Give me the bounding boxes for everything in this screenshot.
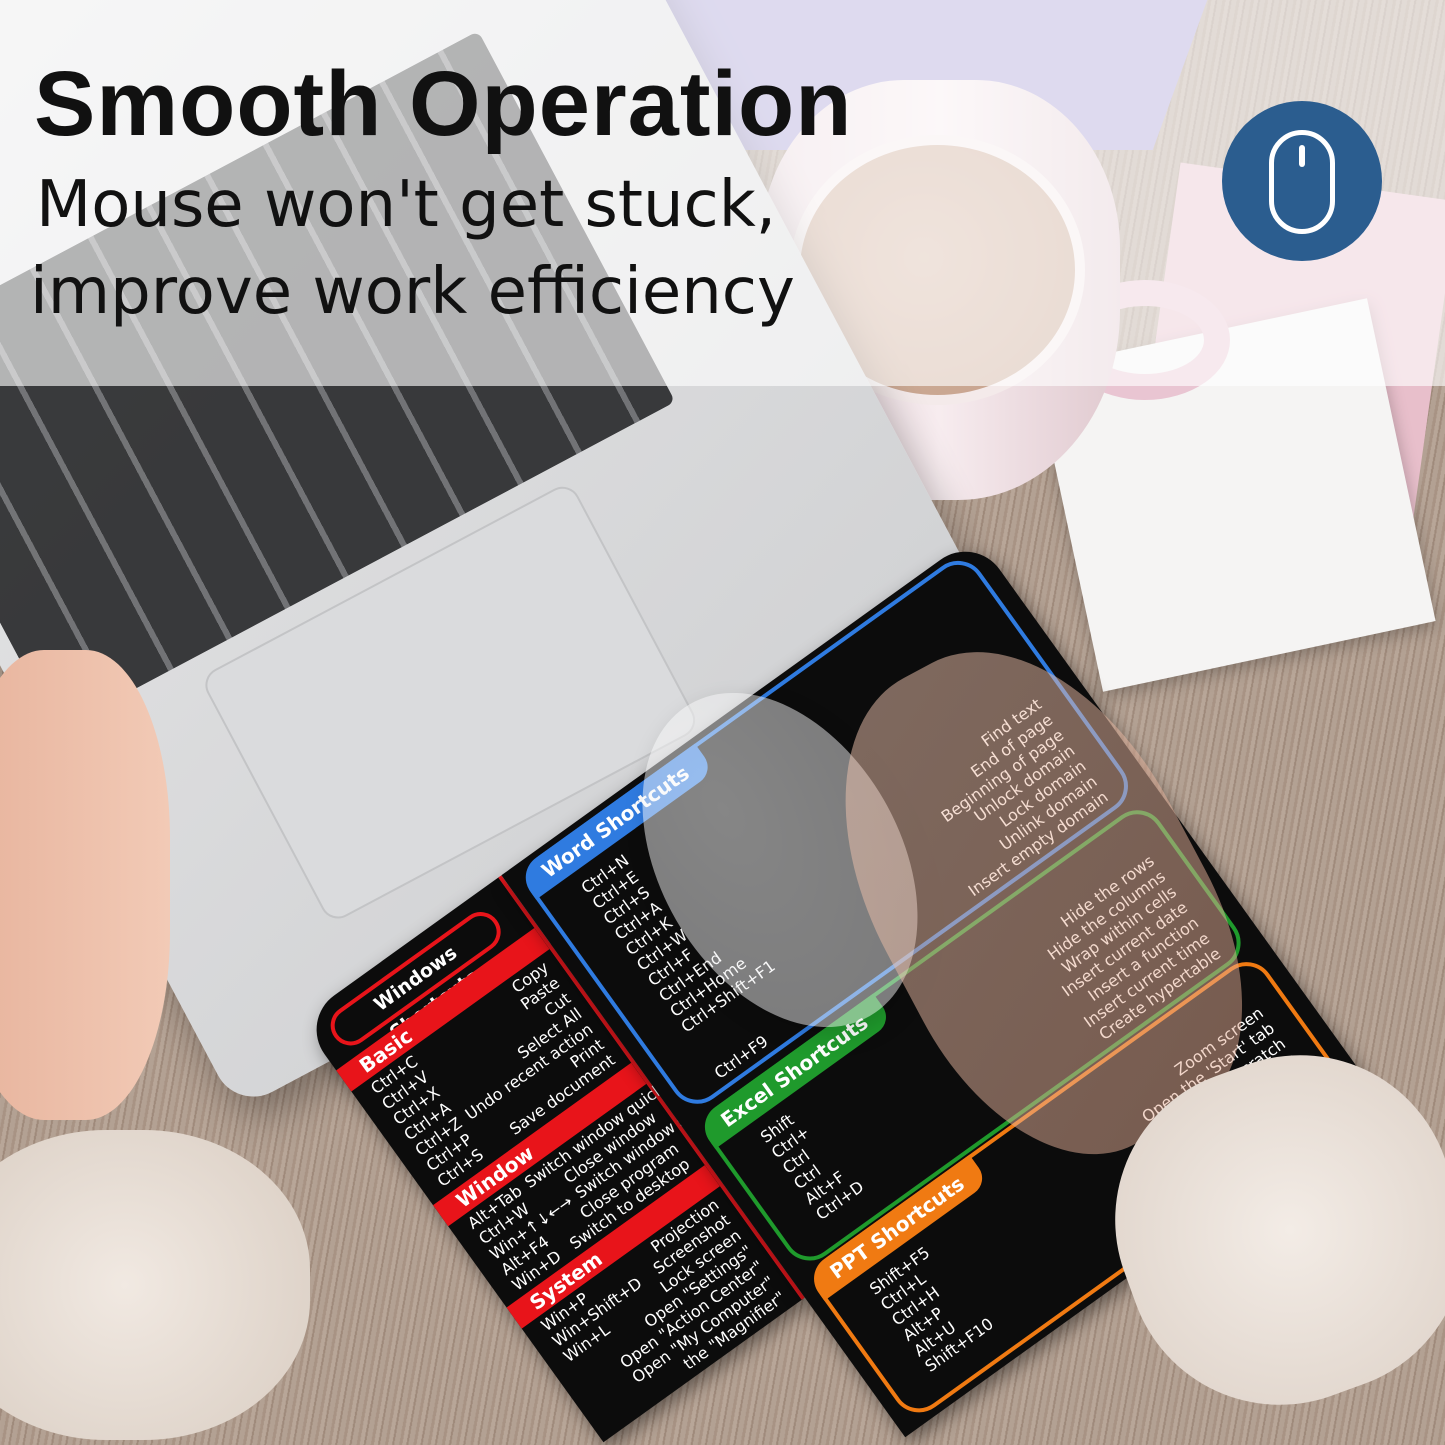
shortcut-key <box>700 1052 711 1067</box>
sweater-sleeve-left <box>0 1130 310 1440</box>
mouse-icon <box>1269 130 1335 234</box>
shortcut-action <box>967 602 978 617</box>
shortcut-action <box>1023 679 1034 694</box>
headline-line-2: improve work efficiency <box>30 255 795 329</box>
shortcut-action <box>990 633 1001 648</box>
headline-line-1: Mouse won't get stuck, <box>36 168 777 242</box>
shortcut-key <box>932 1376 943 1391</box>
headline-title: Smooth Operation <box>34 53 853 155</box>
shortcut-key <box>689 1036 700 1051</box>
shortcut-action <box>979 617 990 632</box>
shortcut-key <box>582 1381 593 1396</box>
shortcut-key <box>604 1412 615 1427</box>
shortcut-action <box>1001 648 1012 663</box>
shortcut-key <box>823 1224 834 1239</box>
headline-band <box>0 0 1445 386</box>
shortcut-key <box>593 1397 604 1412</box>
shortcut-action <box>1012 664 1023 679</box>
mouse-badge <box>1222 101 1382 261</box>
left-hand <box>0 650 170 1120</box>
shortcut-key <box>571 1366 582 1381</box>
